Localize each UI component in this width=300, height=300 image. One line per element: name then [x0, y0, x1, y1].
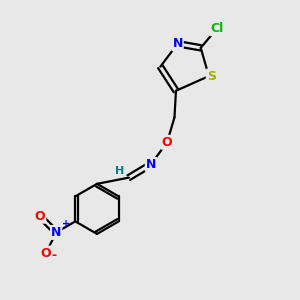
Text: N: N [146, 158, 156, 171]
Text: +: + [61, 219, 70, 229]
Text: N: N [172, 37, 183, 50]
Text: O: O [40, 247, 51, 260]
Text: S: S [207, 70, 216, 83]
Text: Cl: Cl [210, 22, 224, 35]
Text: O: O [35, 210, 45, 223]
Text: -: - [51, 249, 56, 262]
Text: N: N [51, 226, 62, 239]
Text: H: H [116, 166, 124, 176]
Text: O: O [162, 136, 172, 149]
